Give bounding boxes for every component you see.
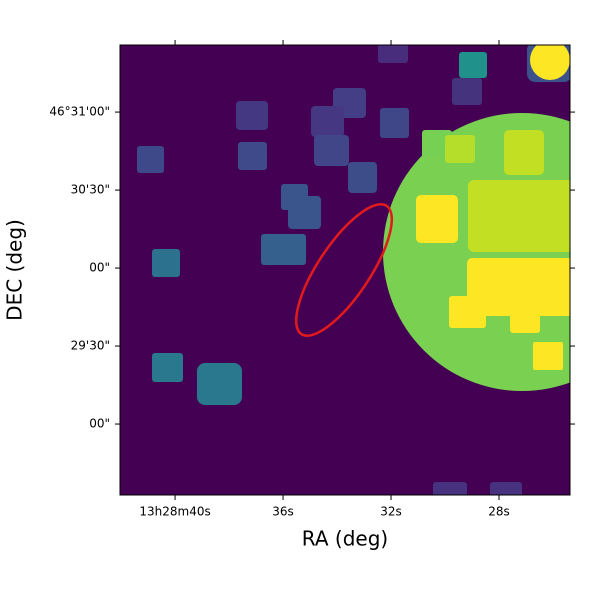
x-tick-label: 32s [380, 505, 402, 519]
y-tick-label: 46°31'00" [49, 105, 110, 119]
x-tick-label: 36s [272, 505, 294, 519]
y-tick-label: 00" [89, 261, 110, 275]
y-tick-label: 00" [89, 417, 110, 431]
sky-image [120, 45, 570, 495]
region-ellipse [294, 203, 394, 337]
y-tick-label: 30'30" [71, 183, 110, 197]
y-axis-label: DEC (deg) [3, 219, 27, 321]
y-tick-label: 29'30" [71, 339, 110, 353]
x-axis-label: RA (deg) [302, 527, 388, 551]
x-tick-label: 28s [488, 505, 510, 519]
plot-frame [119, 44, 571, 496]
x-tick-label: 13h28m40s [139, 505, 210, 519]
